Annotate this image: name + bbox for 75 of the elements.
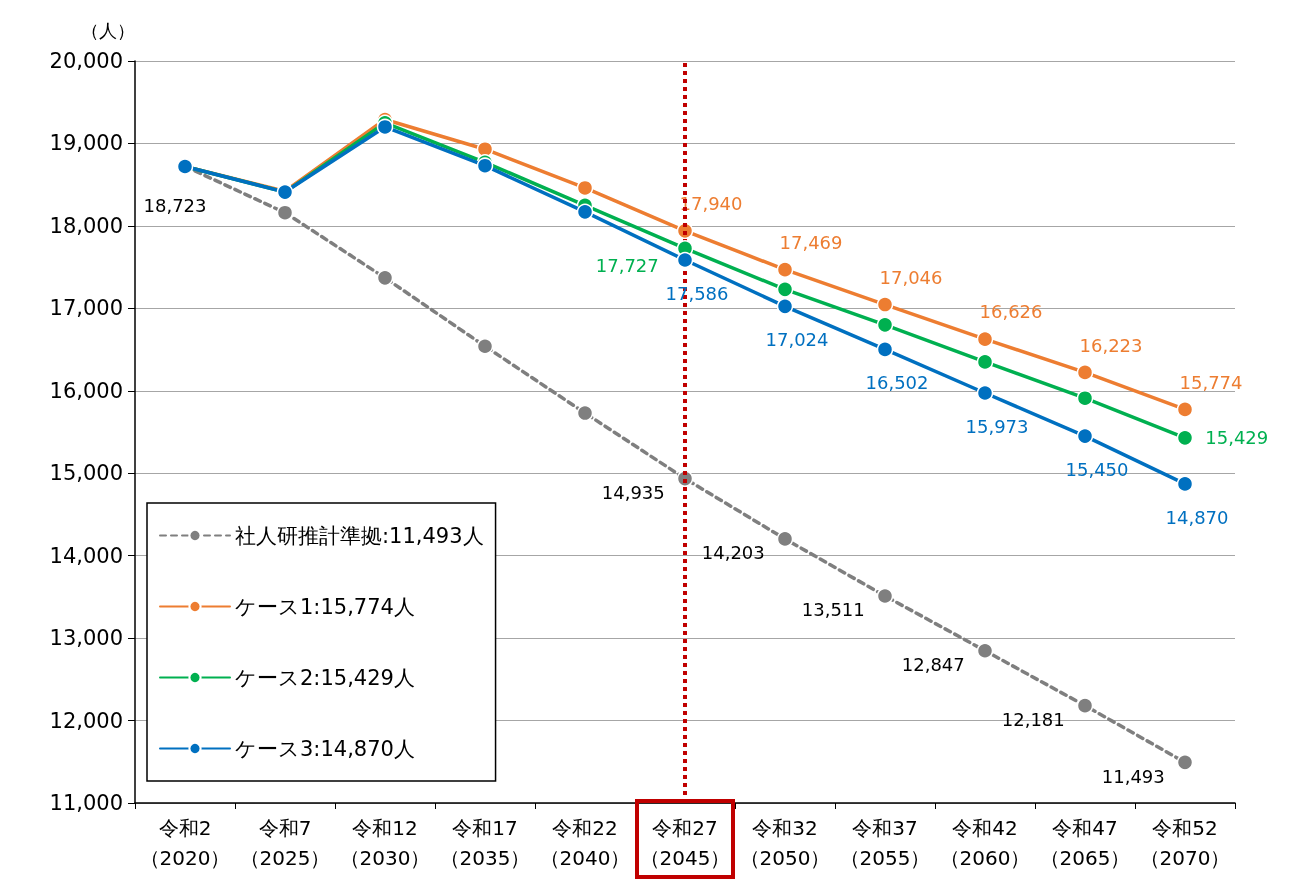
data-label: 14,203 — [701, 542, 765, 564]
point — [976, 384, 994, 402]
data-label: 15,429 — [1205, 427, 1269, 449]
point — [276, 204, 294, 221]
point — [1176, 754, 1194, 771]
x-tick-label: 令和2 （2020） — [139, 816, 231, 870]
y-tick-label: 20,000 — [49, 49, 123, 73]
point — [876, 587, 894, 605]
y-tick-label: 16,000 — [49, 378, 123, 403]
y-tick-label: 12,000 — [49, 708, 123, 733]
y-tick-label: 18,000 — [49, 213, 123, 238]
data-label: 12,181 — [1001, 709, 1065, 731]
x-tick-label: 令和42 （2060） — [939, 816, 1031, 870]
x-tick-label: 令和12 （2030） — [339, 816, 431, 870]
x-tick-label: 令和22 （2040） — [539, 816, 631, 870]
point — [1076, 427, 1094, 445]
point — [876, 296, 894, 313]
y-axis-title: （人） — [81, 19, 135, 41]
point — [476, 140, 494, 158]
data-label: 18,723 — [143, 195, 207, 217]
data-label: 14,870 — [1165, 506, 1229, 528]
y-tick-label: 14,000 — [49, 543, 123, 568]
x-tick-label: 令和37 （2055） — [839, 816, 931, 870]
data-label: 17,046 — [879, 266, 943, 288]
point — [576, 404, 594, 422]
data-label: 15,774 — [1179, 371, 1243, 393]
data-label: 15,450 — [1065, 458, 1129, 480]
y-tick-label: 15,000 — [49, 461, 123, 486]
point — [1076, 364, 1094, 381]
point — [1076, 389, 1094, 407]
point — [776, 298, 794, 315]
point — [676, 251, 694, 269]
data-label: 17,024 — [765, 329, 829, 351]
legend-label: 社人研推計準拠:11,493人 — [235, 523, 484, 548]
data-label: 14,935 — [601, 482, 665, 504]
x-tick-label: 令和17 （2035） — [439, 816, 531, 870]
data-label: 16,502 — [865, 372, 929, 394]
data-label: 11,493 — [1101, 765, 1165, 787]
point — [1176, 475, 1194, 493]
point — [876, 316, 894, 334]
point — [1076, 697, 1094, 714]
legend-label: ケース1:15,774人 — [235, 594, 415, 619]
point — [476, 338, 494, 355]
point — [976, 642, 994, 659]
point — [576, 179, 594, 197]
data-label: 17,586 — [665, 282, 729, 304]
legend-label: ケース3:14,870人 — [235, 736, 415, 761]
x-tick-label: 令和47 （2065） — [1039, 816, 1131, 870]
data-label: 16,223 — [1079, 334, 1143, 356]
point — [776, 261, 794, 278]
point — [776, 281, 794, 298]
x-tick-label: 令和52 （2070） — [1139, 816, 1231, 870]
y-tick-label: 19,000 — [49, 131, 123, 156]
point — [1176, 401, 1194, 418]
point — [976, 330, 994, 348]
data-label: 13,511 — [801, 599, 865, 621]
data-label: 17,727 — [595, 254, 659, 276]
point — [976, 353, 994, 371]
data-label: 16,626 — [979, 301, 1043, 323]
x-tick-label: 令和32 （2050） — [739, 816, 831, 870]
y-tick-label: 13,000 — [49, 626, 123, 651]
data-label: 17,469 — [779, 231, 843, 253]
y-tick-label: 17,000 — [49, 296, 123, 321]
legend-label: ケース2:15,429人 — [235, 665, 415, 690]
data-label: 12,847 — [901, 654, 965, 676]
y-tick-label: 11,000 — [49, 791, 123, 815]
point — [776, 530, 794, 548]
point — [376, 269, 394, 287]
point — [376, 118, 394, 136]
point — [576, 203, 594, 221]
x-tick-label: 令和27 （2045） — [639, 816, 731, 870]
point — [1176, 429, 1194, 447]
x-tick-label: 令和7 （2025） — [239, 816, 331, 870]
data-label: 15,973 — [965, 415, 1029, 437]
point — [876, 341, 894, 358]
